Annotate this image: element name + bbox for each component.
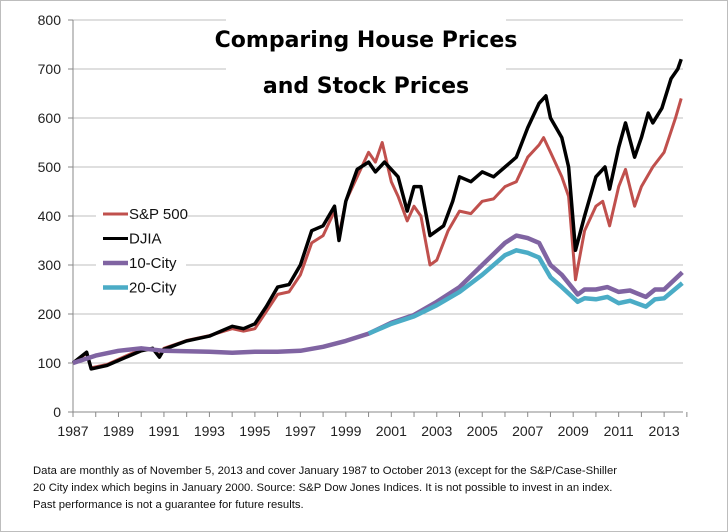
footnote: Data are monthly as of November 5, 2013 … <box>33 463 713 514</box>
legend-label: 20-City <box>129 280 177 297</box>
x-tick-label: 1999 <box>330 423 361 439</box>
x-tick-label: 2013 <box>649 423 680 439</box>
y-tick-label: 800 <box>38 12 62 28</box>
series-line-djia <box>71 58 683 371</box>
x-tick-label: 2009 <box>558 423 589 439</box>
footnote-line: Past performance is not a guarantee for … <box>33 499 304 511</box>
y-tick-label: 400 <box>38 208 62 224</box>
legend-label: DJIA <box>129 231 162 248</box>
x-tick-label: 1991 <box>148 423 179 439</box>
x-tick-label: 2011 <box>604 423 634 439</box>
series-line-10-city <box>72 233 684 366</box>
footnote-line: 20 City index which begins in January 20… <box>33 482 613 494</box>
footnote-line: Data are monthly as of November 5, 2013 … <box>33 465 617 477</box>
chart-title: Comparing House Prices <box>215 28 518 53</box>
title-backdrop <box>226 9 506 101</box>
legend-label: S&P 500 <box>129 206 188 223</box>
y-tick-label: 0 <box>53 404 61 420</box>
y-tick-label: 500 <box>38 159 62 175</box>
x-tick-label: 1987 <box>57 423 88 439</box>
x-tick-label: 2007 <box>512 423 543 439</box>
series-line-20-city <box>367 248 684 336</box>
y-tick-label: 300 <box>38 257 62 273</box>
line-chart: 0 100 200 300 400 500 600 700 800 1987 1989 1991 199… <box>38 9 688 439</box>
y-tick-label: 100 <box>38 355 62 371</box>
x-tick-label: 1989 <box>103 423 134 439</box>
x-tick-label: 1995 <box>239 423 270 439</box>
x-tick-label: 1993 <box>194 423 225 439</box>
y-tick-label: 600 <box>38 110 62 126</box>
y-tick-label: 700 <box>38 61 62 77</box>
x-tick-label: 2003 <box>421 423 452 439</box>
legend-label: 10-City <box>129 255 177 272</box>
x-tick-label: 2001 <box>376 423 407 439</box>
x-tick-label: 2005 <box>467 423 498 439</box>
legend-backdrop <box>96 201 186 301</box>
y-tick-label: 200 <box>38 306 62 322</box>
chart-title: and Stock Prices <box>263 74 469 99</box>
x-tick-label: 1997 <box>285 423 316 439</box>
